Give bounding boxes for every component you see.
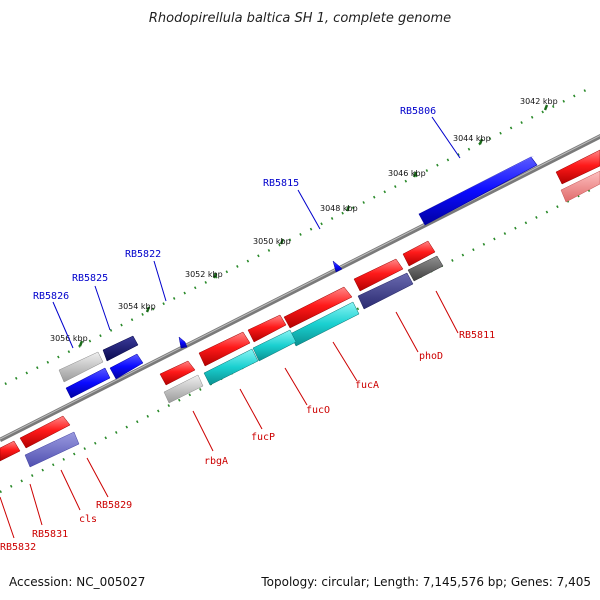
kbp-label: 3054 kbp (118, 302, 156, 311)
major-ticks (78, 104, 549, 347)
kbp-label: 3052 kbp (185, 270, 223, 279)
gene-red-fucp[interactable] (198, 331, 251, 367)
backbone-highlight (0, 134, 600, 440)
gene-label[interactable]: RB5826 (33, 291, 69, 302)
gene-label[interactable]: RB5811 (459, 330, 495, 341)
gene-label[interactable]: phoD (419, 351, 443, 362)
kbp-label: 3042 kbp (520, 97, 558, 106)
gene-phod[interactable] (357, 272, 414, 310)
gene-red-rb5831[interactable] (0, 440, 21, 462)
gene-red-fuco[interactable] (247, 314, 287, 343)
gene-label[interactable]: RB5815 (263, 178, 299, 189)
kbp-label: 3046 kbp (388, 169, 426, 178)
topology-summary: Topology: circular; Length: 7,145,576 bp… (260, 575, 591, 589)
gene-pink-topright[interactable] (560, 170, 600, 203)
forward-strand-genes (0, 149, 600, 468)
gene-cls[interactable] (24, 431, 80, 468)
leader-lines (0, 116, 461, 539)
gene-label[interactable]: cls (79, 514, 97, 525)
gene-labels-forward: RB5811 phoD fucA fucO fucP rbgA RB5829 c… (0, 330, 495, 553)
gene-rb5811[interactable] (407, 255, 444, 282)
gene-label[interactable]: RB5831 (32, 529, 68, 540)
kbp-label: 3048 kbp (320, 204, 358, 213)
kbp-labels: 3042 kbp 3044 kbp 3046 kbp 3048 kbp 3050… (50, 97, 558, 343)
gene-rb5822[interactable] (178, 336, 188, 349)
gene-rbga[interactable] (163, 374, 204, 404)
map-title: Rhodopirellula baltica SH 1, complete ge… (149, 11, 451, 26)
gene-rb5806[interactable] (418, 156, 538, 226)
gene-red-rbga[interactable] (159, 360, 196, 386)
gene-rb5815[interactable] (332, 260, 343, 273)
gene-label[interactable]: fucA (355, 380, 379, 391)
kbp-label: 3044 kbp (453, 134, 491, 143)
gene-labels-reverse: RB5806 RB5815 RB5822 RB5825 RB5826 (33, 106, 436, 302)
gene-red-fuca[interactable] (283, 286, 353, 329)
gene-label[interactable]: fucO (306, 405, 330, 416)
gene-red-rb5829[interactable] (19, 415, 71, 449)
kbp-label: 3050 kbp (253, 237, 291, 246)
gene-label[interactable]: RB5829 (96, 500, 132, 511)
gene-label[interactable]: rbgA (204, 456, 228, 467)
gene-red-phod[interactable] (353, 258, 404, 292)
gene-label[interactable]: RB5832 (0, 542, 36, 553)
gene-label[interactable]: RB5806 (400, 106, 436, 117)
gene-red-topright[interactable] (555, 149, 600, 185)
gene-gray-upper[interactable] (58, 351, 104, 383)
gene-rb5806-top (419, 156, 534, 214)
gene-label[interactable]: RB5825 (72, 273, 108, 284)
gene-fucp[interactable] (203, 348, 259, 386)
genome-backbone (0, 134, 600, 443)
gene-blue-left-b[interactable] (109, 353, 144, 380)
gene-blue-left-a[interactable] (65, 367, 111, 399)
gene-label[interactable]: RB5822 (125, 249, 161, 260)
gene-rb5825[interactable] (102, 335, 139, 362)
gene-label[interactable]: fucP (251, 432, 275, 443)
reverse-strand-genes (58, 156, 538, 399)
gene-red-rb5811[interactable] (402, 240, 436, 267)
gene-fuco[interactable] (252, 329, 297, 362)
accession-text: Accession: NC_005027 (9, 575, 145, 589)
